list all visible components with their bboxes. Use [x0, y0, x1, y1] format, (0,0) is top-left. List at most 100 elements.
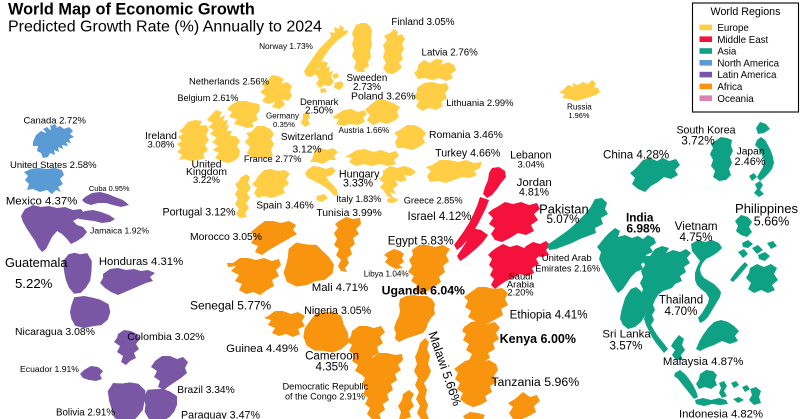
svg-text:3.33%: 3.33% [343, 178, 374, 190]
svg-text:3.12%: 3.12% [293, 145, 322, 156]
svg-text:Asia: Asia [717, 47, 737, 58]
svg-text:United: United [192, 160, 222, 171]
svg-text:Latvia 2.76%: Latvia 2.76% [422, 48, 479, 59]
svg-text:3.57%: 3.57% [610, 340, 643, 353]
svg-text:World Map of Economic Growth: World Map of Economic Growth [8, 1, 255, 19]
svg-text:1.96%: 1.96% [568, 111, 589, 120]
svg-text:Bolivia 2.91%: Bolivia 2.91% [56, 408, 115, 419]
svg-text:Greece 2.85%: Greece 2.85% [404, 196, 463, 206]
svg-text:Pakistan: Pakistan [539, 202, 589, 217]
svg-text:2.50%: 2.50% [305, 106, 333, 117]
svg-text:Brazil 3.34%: Brazil 3.34% [177, 385, 234, 396]
svg-text:Libya 1.04%: Libya 1.04% [364, 270, 409, 279]
svg-text:Malaysia 4.87%: Malaysia 4.87% [663, 356, 744, 368]
svg-text:Tanzania 5.96%: Tanzania 5.96% [491, 375, 579, 389]
svg-text:2.46%: 2.46% [735, 156, 766, 168]
svg-text:3.72%: 3.72% [681, 134, 715, 148]
svg-text:Saudi: Saudi [509, 272, 533, 282]
svg-text:Denmark: Denmark [300, 97, 339, 108]
svg-text:Sweeden: Sweeden [347, 73, 388, 84]
svg-text:South Korea: South Korea [676, 125, 735, 137]
svg-text:Lebanon: Lebanon [510, 150, 551, 162]
svg-text:Hungary: Hungary [339, 169, 380, 181]
svg-text:Canada 2.72%: Canada 2.72% [23, 116, 86, 127]
svg-text:0.35%: 0.35% [273, 120, 295, 129]
svg-text:Lithuania 2.99%: Lithuania 2.99% [446, 98, 513, 108]
svg-text:Finland 3.05%: Finland 3.05% [391, 17, 454, 28]
svg-text:4.75%: 4.75% [680, 231, 713, 244]
svg-text:Switzerland: Switzerland [281, 132, 333, 143]
svg-text:Mali 4.71%: Mali 4.71% [312, 282, 368, 294]
svg-text:Guatemala: Guatemala [5, 255, 68, 270]
svg-text:Kenya 6.00%: Kenya 6.00% [500, 332, 576, 346]
svg-text:4.81%: 4.81% [519, 187, 550, 199]
svg-text:Latin America: Latin America [717, 70, 777, 81]
svg-text:Honduras 4.31%: Honduras 4.31% [99, 256, 183, 268]
svg-text:Japan: Japan [737, 147, 765, 158]
svg-text:France 2.77%: France 2.77% [244, 154, 302, 164]
svg-text:Norway 1.73%: Norway 1.73% [259, 41, 313, 51]
svg-text:Portugal 3.12%: Portugal 3.12% [163, 207, 236, 219]
svg-text:Israel 4.12%: Israel 4.12% [408, 211, 472, 223]
svg-text:of the Congo 2.91%: of the Congo 2.91% [285, 392, 365, 402]
svg-text:3.04%: 3.04% [518, 160, 546, 171]
svg-text:Ecuador 1.91%: Ecuador 1.91% [20, 364, 79, 374]
svg-text:Netherlands 2.56%: Netherlands 2.56% [189, 76, 270, 87]
svg-text:Colombia 3.02%: Colombia 3.02% [127, 331, 204, 343]
svg-text:Arabia: Arabia [507, 280, 535, 291]
svg-text:United Arab: United Arab [542, 253, 592, 264]
svg-text:3.08%: 3.08% [148, 140, 176, 151]
svg-text:United States 2.58%: United States 2.58% [10, 160, 97, 171]
svg-text:Tunisia 3.99%: Tunisia 3.99% [316, 208, 382, 219]
svg-text:Romania 3.46%: Romania 3.46% [429, 130, 503, 141]
svg-text:5.07%: 5.07% [547, 213, 580, 226]
svg-text:Europe: Europe [717, 23, 748, 34]
svg-text:China 4.28%: China 4.28% [603, 150, 669, 162]
svg-text:Middle East: Middle East [717, 35, 768, 46]
svg-text:World Regions: World Regions [711, 6, 781, 18]
svg-text:Italy 1.83%: Italy 1.83% [336, 194, 381, 204]
svg-text:Philippines: Philippines [735, 201, 798, 216]
svg-text:Thailand: Thailand [659, 295, 703, 307]
svg-text:Germany: Germany [266, 112, 299, 121]
svg-text:4.70%: 4.70% [665, 305, 698, 318]
svg-text:6.98%: 6.98% [626, 222, 660, 236]
svg-text:Spain 3.46%: Spain 3.46% [256, 201, 314, 212]
svg-text:Poland 3.26%: Poland 3.26% [351, 92, 416, 103]
svg-text:Vietnam: Vietnam [675, 220, 718, 233]
svg-text:4.35%: 4.35% [316, 361, 349, 374]
svg-text:Cameroon: Cameroon [305, 351, 359, 363]
svg-text:Turkey 4.66%: Turkey 4.66% [435, 148, 501, 160]
svg-text:Cuba 0.95%: Cuba 0.95% [89, 184, 130, 193]
svg-text:3.22%: 3.22% [193, 175, 221, 186]
svg-text:Belgium 2.61%: Belgium 2.61% [178, 93, 239, 103]
svg-text:Democratic Republic: Democratic Republic [282, 382, 368, 392]
svg-text:Jamaica 1.92%: Jamaica 1.92% [90, 226, 149, 236]
svg-text:Ireland: Ireland [145, 131, 177, 142]
svg-text:2.73%: 2.73% [353, 82, 381, 93]
svg-text:Guinea 4.49%: Guinea 4.49% [226, 343, 298, 355]
svg-text:Senegal 5.77%: Senegal 5.77% [190, 299, 272, 313]
svg-text:Ethiopia 4.41%: Ethiopia 4.41% [510, 310, 588, 322]
svg-text:Sri Lanka: Sri Lanka [602, 329, 651, 341]
svg-text:Kingdom: Kingdom [186, 167, 227, 178]
svg-text:Nicaragua 3.08%: Nicaragua 3.08% [15, 327, 95, 338]
svg-text:Austria 1.66%: Austria 1.66% [339, 126, 390, 135]
svg-text:5.66%: 5.66% [754, 215, 790, 229]
svg-text:2.20%: 2.20% [508, 288, 534, 298]
svg-text:Egypt 5.83%: Egypt 5.83% [388, 235, 454, 248]
svg-text:Mexico 4.37%: Mexico 4.37% [6, 196, 78, 208]
svg-text:Morocco 3.05%: Morocco 3.05% [190, 232, 262, 243]
svg-text:North America: North America [717, 58, 779, 69]
svg-text:Nigeria 3.05%: Nigeria 3.05% [304, 305, 371, 317]
svg-text:Russia: Russia [567, 103, 592, 112]
svg-text:Predicted Growth Rate (%) Annu: Predicted Growth Rate (%) Annually to 20… [8, 19, 322, 36]
svg-text:Indonesia 4.82%: Indonesia 4.82% [679, 409, 763, 419]
svg-text:Oceania: Oceania [717, 94, 754, 105]
svg-text:Uganda 6.04%: Uganda 6.04% [382, 284, 465, 298]
svg-text:Emirates 2.16%: Emirates 2.16% [535, 264, 600, 274]
svg-text:Africa: Africa [717, 82, 742, 93]
svg-text:India: India [626, 211, 654, 224]
svg-text:Jordan: Jordan [517, 177, 552, 189]
svg-text:Paraguay 3.47%: Paraguay 3.47% [181, 410, 260, 419]
